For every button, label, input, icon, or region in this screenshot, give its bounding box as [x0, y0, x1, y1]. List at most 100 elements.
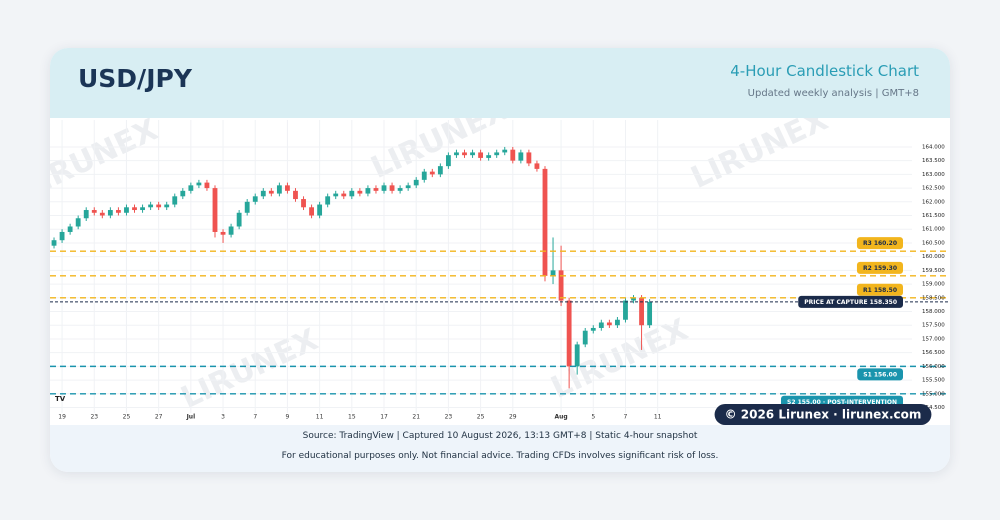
candle-body [148, 204, 154, 208]
y-tick-label: 162.000 [922, 199, 945, 205]
candle-body [252, 196, 258, 202]
candle-body [494, 152, 500, 156]
x-tick-label: 23 [445, 414, 453, 421]
header: USD/JPY 4-Hour Candlestick Chart Updated… [50, 48, 950, 118]
x-tick-label: 17 [380, 414, 388, 421]
y-tick-label: 159.000 [922, 282, 945, 288]
candle-body [623, 300, 628, 320]
y-tick-label: 159.500 [922, 268, 945, 274]
candle-body [454, 152, 459, 156]
x-tick-label: 9 [286, 414, 290, 421]
x-tick-label: 25 [123, 414, 131, 421]
candle-body [115, 210, 121, 213]
candle-body [574, 344, 580, 367]
candle-body [99, 212, 105, 216]
x-tick-label: 11 [316, 414, 324, 421]
x-tick-label: 29 [509, 414, 517, 421]
candle-body [51, 240, 57, 246]
level-tag: S1 156.00 [857, 368, 903, 381]
candle-body [397, 188, 403, 191]
candle-body [598, 322, 604, 328]
x-tick-label: 7 [624, 414, 628, 421]
level-tag: PRICE AT CAPTURE 158.350 [798, 295, 903, 308]
candle-body [156, 204, 162, 208]
source-note: Source: TradingView | Captured 10 August… [302, 431, 698, 441]
candle-body [317, 204, 323, 216]
candle-body [615, 319, 620, 326]
candle-body [365, 188, 371, 194]
tv-logo: TV [55, 395, 66, 403]
candle-body [462, 152, 467, 156]
candle-body [526, 152, 532, 164]
candle-body [631, 297, 636, 301]
level-tag-box [856, 261, 903, 274]
candle-body [172, 196, 178, 205]
update-note: Updated weekly analysis | GMT+8 [747, 88, 919, 99]
candle-body [566, 300, 572, 367]
y-tick-label: 160.500 [922, 240, 945, 246]
candle-body [341, 193, 347, 197]
candle-body [276, 185, 282, 194]
level-tag-box [857, 368, 903, 381]
candle-body [204, 182, 210, 189]
candle-body [325, 196, 331, 205]
candle-body [421, 171, 427, 180]
level-tag: R2 159.30 [856, 261, 903, 274]
x-tick-label: 23 [90, 414, 98, 421]
y-tick-label: 161.000 [922, 227, 945, 233]
watermark: LIRUNEX [16, 112, 164, 206]
x-tick-label: 15 [348, 414, 356, 421]
candle-body [188, 185, 194, 191]
candle-body [349, 190, 355, 197]
y-tick-label: 158.000 [922, 309, 945, 315]
x-tick-label: 5 [591, 414, 595, 421]
candle-body [381, 185, 387, 191]
candle-body [590, 327, 596, 331]
candle-body [140, 207, 145, 211]
x-tick-label: 3 [221, 414, 225, 421]
candle-body [220, 231, 226, 235]
x-tick-label: 25 [477, 414, 485, 421]
y-tick-label: 158.500 [922, 295, 945, 301]
x-tick-label: Jul [186, 414, 196, 421]
y-tick-label: 154.500 [922, 405, 945, 411]
x-tick-label: 19 [58, 414, 66, 421]
y-tick-label: 164.000 [922, 144, 945, 150]
candle-body [534, 163, 540, 169]
level-tag: R3 160.20 [856, 237, 903, 250]
x-tick-label: 27 [155, 414, 163, 421]
candle-body [542, 168, 548, 276]
y-tick-label: 155.000 [922, 391, 945, 397]
level-label: R2 159.30 [863, 265, 897, 272]
candle-body [373, 188, 379, 191]
level-label: S2 155.00 · POST-INTERVENTION [787, 399, 897, 406]
candle-body [606, 322, 612, 326]
y-tick-label: 161.500 [922, 213, 945, 219]
candle-body [301, 199, 306, 208]
candle-body [212, 188, 218, 232]
candle-body [164, 204, 170, 208]
card: USD/JPY 4-Hour Candlestick Chart Updated… [50, 48, 950, 472]
candle-body [558, 270, 564, 301]
disclaimer: For educational purposes only. Not finan… [281, 451, 719, 461]
candle-body [260, 190, 266, 197]
y-tick-label: 163.500 [922, 158, 945, 164]
candle-body [510, 149, 516, 161]
candle-body [550, 270, 556, 276]
x-tick-label: Aug [554, 414, 567, 421]
candle-body [470, 152, 475, 156]
candle-body [413, 179, 419, 186]
candle-body [228, 226, 234, 235]
candle-body [293, 190, 298, 200]
badge: © 2026 Lirunex · lirunex.com [714, 404, 932, 425]
candle-body [83, 210, 89, 219]
watermark: LIRUNEX [686, 102, 834, 196]
candle-body [437, 166, 443, 175]
y-tick-label: 157.000 [922, 336, 945, 342]
footer: Source: TradingView | Captured 10 August… [50, 425, 950, 472]
candle-body [518, 152, 524, 161]
candle-body [236, 212, 242, 227]
candle-body [67, 226, 73, 232]
